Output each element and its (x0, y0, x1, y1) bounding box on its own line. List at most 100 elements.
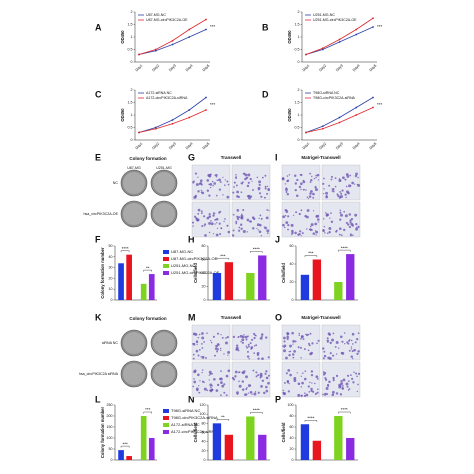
stained-cell (305, 333, 309, 337)
bar (140, 416, 147, 460)
legend-swatch (163, 409, 169, 413)
stained-cell (346, 190, 349, 194)
stained-cell (357, 176, 359, 179)
stained-cell (236, 209, 240, 212)
stained-cell (212, 212, 216, 215)
stained-cell (339, 218, 342, 221)
stained-cell (197, 190, 200, 193)
micrograph (281, 324, 321, 361)
stained-cell (286, 337, 289, 341)
stained-cell (339, 179, 342, 181)
legend-label: A172-circPIK3C2A-siRNA (171, 429, 217, 434)
stained-cell (331, 338, 335, 342)
x-tick-label: Day2 (151, 64, 160, 73)
significance-bracket (216, 258, 230, 260)
panel-title: Matrigel-Transwell (301, 155, 340, 160)
stained-cell (329, 352, 332, 355)
stained-cell (215, 344, 219, 348)
stained-cell (259, 336, 263, 340)
point (171, 43, 174, 46)
stained-cell (252, 227, 255, 230)
point (338, 41, 341, 43)
stained-cell (309, 192, 312, 195)
y-tick-label: 0 (204, 458, 206, 462)
stained-cell (343, 210, 346, 213)
stained-cell (284, 183, 287, 185)
stained-cell (218, 188, 222, 191)
point (338, 116, 341, 119)
stained-cell (353, 371, 355, 374)
stained-cell (242, 181, 244, 184)
stained-cell (227, 350, 230, 354)
significance: **** (253, 247, 260, 252)
y-tick-label: 60 (290, 425, 294, 429)
stained-cell (214, 223, 216, 225)
point (305, 131, 307, 134)
stained-cell (349, 221, 352, 224)
stained-cell (294, 174, 297, 177)
stained-cell (260, 385, 263, 388)
stained-cell (298, 334, 301, 337)
stained-cell (302, 338, 305, 340)
stained-cell (289, 350, 292, 353)
point (372, 96, 374, 99)
stained-cell (350, 217, 354, 221)
stained-cell (208, 213, 211, 216)
stained-cell (267, 189, 270, 191)
stained-cell (259, 214, 262, 217)
stained-cell (286, 175, 289, 177)
stained-cell (322, 357, 325, 360)
y-tick-label: 100 (107, 436, 113, 440)
significance: *** (145, 407, 151, 412)
stained-cell (303, 377, 307, 381)
stained-cell (357, 350, 360, 353)
y-tick-label: 20 (202, 284, 206, 288)
stained-cell (209, 186, 212, 189)
bar (346, 438, 355, 460)
y-tick-label: 0 (292, 298, 294, 302)
stained-cell (296, 372, 298, 374)
stained-cell (357, 225, 360, 229)
stained-cell (289, 373, 292, 377)
stained-cell (353, 183, 356, 185)
stained-cell (346, 341, 349, 344)
point (355, 114, 358, 116)
x-tick-label: Day4 (352, 64, 361, 73)
stained-cell (260, 235, 263, 237)
stained-cell (341, 340, 344, 343)
point (205, 18, 207, 21)
y-tick-label: 20 (109, 276, 113, 280)
stained-cell (338, 227, 342, 230)
stained-cell (300, 188, 302, 191)
stained-cell (292, 356, 295, 359)
stained-cell (212, 184, 214, 187)
legend-swatch (163, 430, 169, 434)
stained-cell (341, 387, 344, 390)
stained-cell (285, 221, 289, 225)
row-label: hsa_circPIK3C2A-OE (83, 212, 118, 216)
stained-cell (217, 383, 220, 387)
stained-cell (195, 196, 197, 198)
stained-cell (354, 174, 358, 178)
stained-cell (255, 375, 258, 378)
stained-cell (261, 176, 264, 179)
stained-cell (355, 227, 359, 231)
y-tick-label: 0 (111, 298, 113, 302)
legend-label: A172-circPIK3C2A-siRNA (146, 96, 188, 100)
y-tick-label: 50 (109, 447, 113, 451)
stained-cell (246, 346, 249, 349)
y-tick-label: 0 (111, 458, 113, 462)
stained-cell (310, 190, 313, 193)
stained-cell (312, 210, 315, 212)
stained-cell (287, 224, 290, 227)
stained-cell (211, 180, 214, 183)
series-line (305, 97, 374, 133)
stained-cell (240, 191, 243, 194)
stained-cell (340, 382, 344, 386)
stained-cell (348, 213, 352, 216)
stained-cell (201, 336, 205, 340)
legend-label: U87-MG-NC (146, 13, 166, 17)
stained-cell (339, 393, 343, 396)
point (205, 96, 207, 99)
x-tick-label: Day5 (369, 142, 378, 151)
